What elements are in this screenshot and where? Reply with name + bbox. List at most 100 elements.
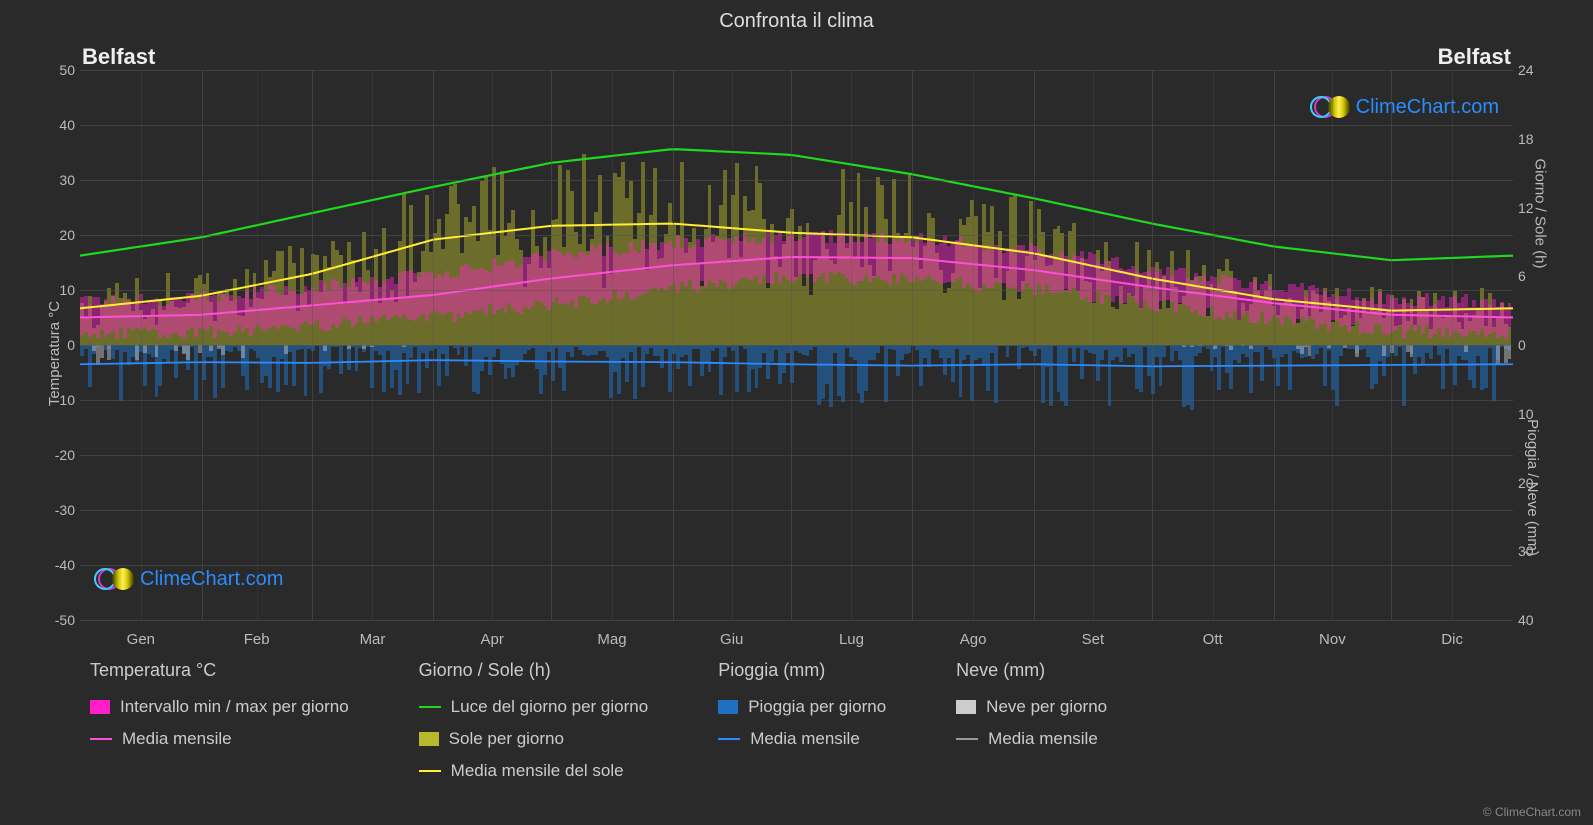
- chart-title: Confronta il clima: [0, 0, 1593, 33]
- legend-swatch: [419, 732, 439, 746]
- grid-line-h: [80, 125, 1513, 126]
- x-tick-label: Nov: [1319, 631, 1346, 648]
- legend-group-title: Pioggia (mm): [718, 660, 886, 681]
- legend-group: Temperatura °CIntervallo min / max per g…: [90, 660, 349, 815]
- y-tick-left: -20: [25, 447, 75, 463]
- y-tick-right: 10: [1518, 406, 1568, 422]
- legend: Temperatura °CIntervallo min / max per g…: [90, 660, 1543, 815]
- x-tick-label: Apr: [481, 631, 504, 648]
- grid-line-v-minor: [1213, 70, 1214, 620]
- legend-item: Media mensile del sole: [419, 761, 649, 781]
- x-tick-label: Gen: [127, 631, 155, 648]
- grid-line-h: [80, 455, 1513, 456]
- temp-mean-line: [80, 257, 1513, 317]
- grid-line-v: [1152, 70, 1153, 620]
- y-tick-left: 10: [25, 282, 75, 298]
- x-tick-label: Feb: [244, 631, 270, 648]
- y-tick-left: 50: [25, 62, 75, 78]
- legend-item-label: Media mensile del sole: [451, 761, 624, 781]
- grid-line-h: [80, 400, 1513, 401]
- grid-line-v-minor: [372, 70, 373, 620]
- grid-line-v-minor: [257, 70, 258, 620]
- y-tick-right: 6: [1518, 268, 1568, 284]
- x-tick-label: Mar: [360, 631, 386, 648]
- climechart-logo-bottom: ClimeChart.com: [94, 566, 283, 592]
- y-tick-right: 12: [1518, 200, 1568, 216]
- y-tick-left: -40: [25, 557, 75, 573]
- legend-item: Neve per giorno: [956, 697, 1107, 717]
- legend-item-label: Luce del giorno per giorno: [451, 697, 649, 717]
- legend-item: Luce del giorno per giorno: [419, 697, 649, 717]
- y-tick-left: -50: [25, 612, 75, 628]
- chart-container: Belfast Belfast Temperatura °C Giorno / …: [80, 40, 1513, 650]
- legend-line-icon: [419, 706, 441, 708]
- copyright-text: © ClimeChart.com: [1483, 805, 1581, 819]
- y-tick-left: 0: [25, 337, 75, 353]
- grid-line-h: [80, 510, 1513, 511]
- legend-item: Intervallo min / max per giorno: [90, 697, 349, 717]
- climechart-logo-text: ClimeChart.com: [140, 568, 283, 591]
- location-label-left: Belfast: [82, 44, 155, 70]
- legend-item: Sole per giorno: [419, 729, 649, 749]
- grid-line-v: [1274, 70, 1275, 620]
- legend-group: Pioggia (mm) Pioggia per giorno Media mens…: [718, 660, 886, 815]
- legend-item-label: Intervallo min / max per giorno: [120, 697, 349, 717]
- legend-item-label: Sole per giorno: [449, 729, 564, 749]
- grid-line-v: [912, 70, 913, 620]
- x-tick-label: Lug: [839, 631, 864, 648]
- y-tick-left: 20: [25, 227, 75, 243]
- y-tick-right: 18: [1518, 131, 1568, 147]
- legend-item-label: Media mensile: [988, 729, 1098, 749]
- legend-line-icon: [718, 738, 740, 740]
- y-tick-right: 40: [1518, 612, 1568, 628]
- legend-item: Pioggia per giorno: [718, 697, 886, 717]
- sun-mean-line: [80, 224, 1513, 311]
- grid-line-v-minor: [1452, 70, 1453, 620]
- legend-line-icon: [956, 738, 978, 740]
- x-tick-label: Set: [1082, 631, 1105, 648]
- grid-line-v: [551, 70, 552, 620]
- legend-group-title: Giorno / Sole (h): [419, 660, 649, 681]
- grid-line-v-minor: [141, 70, 142, 620]
- grid-line-v: [791, 70, 792, 620]
- grid-line-v: [202, 70, 203, 620]
- y-tick-left: -30: [25, 502, 75, 518]
- y-tick-left: 30: [25, 172, 75, 188]
- legend-item: Media mensile: [90, 729, 349, 749]
- y-tick-left: 40: [25, 117, 75, 133]
- grid-line-v-minor: [851, 70, 852, 620]
- grid-line-v: [312, 70, 313, 620]
- climechart-logo-text: ClimeChart.com: [1356, 96, 1499, 119]
- legend-swatch: [90, 700, 110, 714]
- legend-line-icon: [419, 770, 441, 772]
- grid-line-v: [673, 70, 674, 620]
- grid-line-h: [80, 290, 1513, 291]
- legend-item-label: Neve per giorno: [986, 697, 1107, 717]
- y-tick-right: 30: [1518, 543, 1568, 559]
- legend-item: Media mensile: [718, 729, 886, 749]
- grid-line-h: [80, 345, 1513, 346]
- plot-area: ClimeChart.com ClimeChart.com GenFebMarA…: [80, 70, 1513, 620]
- legend-swatch: [718, 700, 738, 714]
- climechart-logo-icon: [94, 566, 134, 592]
- x-tick-label: Dic: [1441, 631, 1463, 648]
- grid-line-v-minor: [973, 70, 974, 620]
- location-label-right: Belfast: [1438, 44, 1511, 70]
- x-tick-label: Ott: [1203, 631, 1223, 648]
- grid-line-v-minor: [1332, 70, 1333, 620]
- grid-line-v: [1034, 70, 1035, 620]
- y-tick-right: 0: [1518, 337, 1568, 353]
- daylight-line: [80, 149, 1513, 260]
- climechart-logo-icon: [1310, 94, 1350, 120]
- grid-line-v-minor: [492, 70, 493, 620]
- y-axis-left: 50403020100-10-20-30-40-50: [25, 70, 75, 620]
- grid-line-h: [80, 235, 1513, 236]
- x-tick-label: Ago: [960, 631, 987, 648]
- legend-item: Media mensile: [956, 729, 1107, 749]
- grid-line-v-minor: [732, 70, 733, 620]
- grid-line-h: [80, 620, 1513, 621]
- grid-line-v-minor: [612, 70, 613, 620]
- climechart-logo-top: ClimeChart.com: [1310, 94, 1499, 120]
- legend-item-label: Pioggia per giorno: [748, 697, 886, 717]
- grid-line-v-minor: [1093, 70, 1094, 620]
